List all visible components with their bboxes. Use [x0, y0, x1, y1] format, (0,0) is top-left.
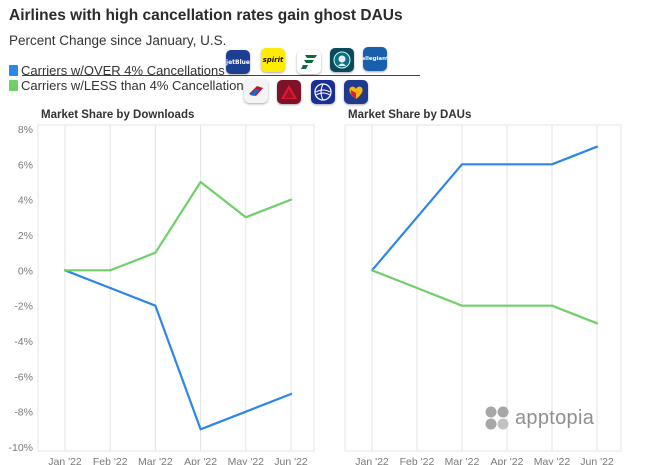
legend-item-less: Carriers w/LESS than 4% Cancellations: [9, 78, 250, 93]
apptopia-brand: apptopia: [484, 405, 594, 431]
legend-label-less: Carriers w/LESS than 4% Cancellations: [21, 78, 251, 93]
legend-swatch-over: [9, 65, 18, 76]
panel-title-1: Market Share by DAUs: [348, 109, 471, 121]
x-tick-label-0-0: Jan '22: [48, 456, 82, 465]
united-logo-icon: [311, 80, 335, 104]
series-line-1-0: [370, 145, 599, 272]
x-tick-label-1-4: May '22: [534, 456, 571, 465]
y-tick-label-4: 0%: [18, 265, 33, 277]
panel-title-0: Market Share by Downloads: [41, 109, 194, 121]
apptopia-logo-icon: [485, 406, 509, 430]
y-tick-label-2: 4%: [18, 195, 33, 207]
y-tick-label-8: -8%: [14, 407, 33, 419]
apptopia-wordmark: apptopia: [515, 406, 595, 429]
x-tick-label-0-3: Apr '22: [184, 456, 217, 465]
x-tick-label-1-3: Apr '22: [491, 456, 524, 465]
y-tick-label-6: -4%: [14, 336, 33, 348]
y-tick-label-0: 8%: [18, 124, 33, 136]
y-tick-label-7: -6%: [14, 371, 33, 383]
x-tick-label-0-2: Mar '22: [138, 456, 173, 465]
legend-swatch-less: [9, 80, 18, 91]
x-tick-label-0-1: Feb '22: [93, 456, 128, 465]
y-tick-label-9: -10%: [8, 442, 33, 454]
jetblue-logo-icon: jetBlue: [226, 50, 250, 74]
southwest-logo-icon: [344, 80, 368, 104]
panel-frame-1: [344, 124, 622, 452]
series-line-0-0: [63, 269, 293, 431]
chart-title: Airlines with high cancellation rates ga…: [9, 7, 403, 24]
x-tick-label-1-0: Jan '22: [355, 456, 389, 465]
y-tick-label-1: 6%: [18, 159, 33, 171]
delta-logo-icon: [277, 80, 301, 104]
allegiant-logo-text: allegiant: [363, 56, 387, 62]
x-tick-label-0-5: Jun '22: [274, 456, 308, 465]
american-logo-icon: [244, 79, 268, 103]
legend: Carriers w/OVER 4% Cancellations Carrier…: [9, 63, 250, 93]
chart-subtitle: Percent Change since January, U.S.: [9, 33, 227, 48]
legend-divider: [22, 75, 420, 76]
alaska-logo-icon: [330, 48, 354, 72]
x-tick-label-0-4: May '22: [228, 456, 265, 465]
y-tick-label-5: -2%: [14, 301, 33, 313]
allegiant-logo-icon: allegiant: [363, 47, 387, 71]
jetblue-logo-text: jetBlue: [226, 58, 250, 66]
legend-label-over: Carriers w/OVER 4% Cancellations: [21, 63, 225, 78]
spirit-logo-text: spirit: [262, 56, 284, 64]
spirit-logo-icon: spirit: [261, 48, 285, 72]
x-tick-label-1-5: Jun '22: [580, 456, 614, 465]
panel-frame-0: [37, 124, 315, 452]
frontier-logo-icon: [297, 50, 321, 74]
x-tick-label-1-1: Feb '22: [400, 456, 435, 465]
series-line-1-1: [370, 269, 599, 325]
series-line-0-1: [63, 180, 293, 272]
y-tick-label-3: 2%: [18, 230, 33, 242]
legend-item-over: Carriers w/OVER 4% Cancellations: [9, 63, 250, 78]
x-tick-label-1-2: Mar '22: [445, 456, 480, 465]
